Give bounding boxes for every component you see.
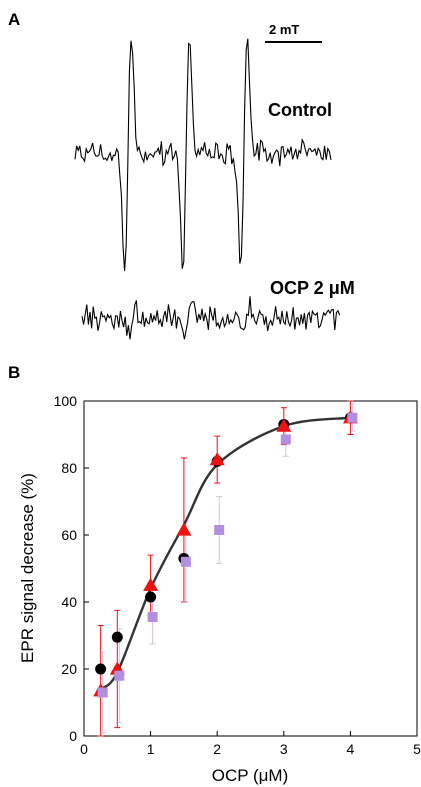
panel-a-letter: A (8, 10, 20, 29)
data-point-triangle (209, 452, 225, 466)
x-tick-label: 5 (413, 741, 421, 757)
y-tick-label: 60 (61, 527, 77, 543)
data-point-square (347, 412, 358, 423)
series-layer (93, 400, 358, 737)
axes-layer: 0 1 2 3 4 5 0 20 40 60 80 100 (54, 393, 421, 757)
epr-spectrum-control (74, 38, 332, 272)
panel-b-chart: 0 1 2 3 4 5 0 20 40 60 80 100 OCP (μM) EPR signal d… (18, 393, 421, 785)
x-tick-label: 2 (213, 741, 221, 757)
x-tick-label: 1 (147, 741, 155, 757)
ocp-label: OCP 2 μM (270, 278, 355, 298)
plot-frame (83, 400, 418, 737)
y-tick-label: 40 (61, 594, 77, 610)
epr-spectrum-ocp (81, 296, 341, 340)
data-point-triangle (176, 522, 192, 536)
data-point-triangle (143, 577, 159, 591)
data-point-square (214, 524, 225, 535)
scale-bar-label: 2 mT (269, 22, 299, 37)
panel-b-letter: B (8, 363, 20, 382)
error-bar (97, 624, 104, 737)
y-tick-label: 100 (54, 393, 78, 409)
data-point-circle (95, 663, 107, 675)
y-tick-label: 80 (61, 460, 77, 476)
fit-curve (99, 416, 351, 691)
data-point-square (97, 687, 108, 698)
x-tick-label: 3 (280, 741, 288, 757)
data-point-square (180, 556, 191, 567)
y-tick-label: 20 (61, 661, 77, 677)
data-point-circle (111, 631, 123, 643)
data-point-square (114, 670, 125, 681)
data-point-square (147, 612, 158, 623)
data-point-square (280, 434, 291, 445)
x-axis-title: OCP (μM) (212, 766, 289, 785)
data-point-triangle (276, 418, 292, 432)
control-label: Control (268, 100, 332, 120)
x-tick-label: 0 (80, 741, 88, 757)
data-point-circle (145, 591, 157, 603)
y-tick-label: 0 (69, 728, 77, 744)
x-tick-label: 4 (347, 741, 355, 757)
y-axis-title: EPR signal decrease (%) (18, 473, 37, 663)
